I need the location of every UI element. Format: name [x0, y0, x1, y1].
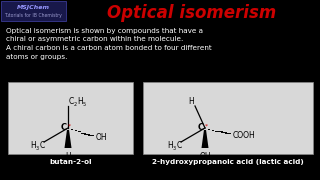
- Text: 3: 3: [173, 145, 176, 150]
- Polygon shape: [65, 130, 71, 148]
- Text: OH: OH: [199, 152, 211, 161]
- Text: H: H: [188, 96, 194, 105]
- Text: C: C: [69, 98, 74, 107]
- Text: Optical isomerism is shown by compounds that have a: Optical isomerism is shown by compounds …: [6, 28, 203, 34]
- Text: OH: OH: [96, 132, 108, 141]
- Text: 2-hydroxypropanoic acid (lactic acid): 2-hydroxypropanoic acid (lactic acid): [152, 159, 304, 165]
- Text: A chiral carbon is a carbon atom bonded to four different: A chiral carbon is a carbon atom bonded …: [6, 45, 212, 51]
- Text: H: H: [30, 141, 36, 150]
- FancyBboxPatch shape: [1, 1, 66, 21]
- Text: atoms or groups.: atoms or groups.: [6, 53, 68, 60]
- Text: butan-2-ol: butan-2-ol: [49, 159, 92, 165]
- Text: *: *: [68, 123, 71, 129]
- Text: Tutorials for IB Chemistry: Tutorials for IB Chemistry: [4, 12, 62, 17]
- FancyBboxPatch shape: [8, 82, 133, 154]
- Text: H: H: [167, 141, 173, 150]
- Text: C: C: [198, 123, 204, 132]
- Text: H: H: [65, 152, 71, 161]
- Text: C: C: [61, 123, 67, 132]
- FancyBboxPatch shape: [143, 82, 313, 154]
- Text: Optical isomerism: Optical isomerism: [108, 4, 276, 22]
- Text: 2: 2: [74, 102, 77, 107]
- Text: *: *: [205, 123, 208, 129]
- Text: chiral or asymmetric carbon within the molecule.: chiral or asymmetric carbon within the m…: [6, 37, 183, 42]
- Text: MSJChem: MSJChem: [17, 4, 50, 10]
- Text: C: C: [177, 141, 182, 150]
- Text: 3: 3: [36, 145, 39, 150]
- Text: H: H: [77, 98, 83, 107]
- Text: COOH: COOH: [233, 130, 256, 140]
- Text: C: C: [40, 141, 45, 150]
- Text: 5: 5: [83, 102, 86, 107]
- Polygon shape: [202, 130, 209, 148]
